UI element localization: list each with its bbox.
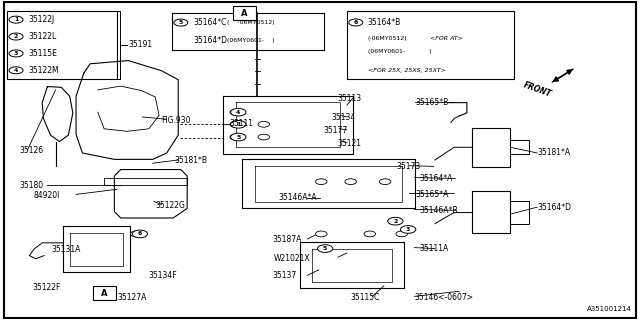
Text: 35122F: 35122F — [33, 283, 61, 292]
Text: 4: 4 — [236, 110, 241, 115]
Bar — [7, 11, 117, 79]
Text: 1: 1 — [236, 122, 241, 127]
Text: 3: 3 — [406, 227, 410, 232]
Text: 35146<-0607>: 35146<-0607> — [415, 293, 474, 302]
Text: 35122L: 35122L — [28, 32, 56, 41]
Text: 35181*A: 35181*A — [537, 148, 570, 157]
Text: <FOR AT>: <FOR AT> — [430, 36, 463, 41]
Text: 2: 2 — [393, 219, 397, 224]
Text: 35164*C: 35164*C — [193, 18, 227, 27]
Text: 6: 6 — [138, 231, 142, 236]
Text: 6: 6 — [353, 20, 358, 25]
Text: 35181*B: 35181*B — [174, 156, 207, 164]
Bar — [93, 286, 116, 300]
Text: 35164*D: 35164*D — [193, 36, 227, 45]
Text: 35121: 35121 — [338, 139, 362, 148]
Bar — [347, 11, 514, 79]
Circle shape — [9, 16, 23, 23]
Text: 35122J: 35122J — [28, 15, 54, 24]
Circle shape — [396, 231, 408, 237]
Text: A: A — [241, 9, 248, 18]
Text: 35126: 35126 — [20, 146, 44, 155]
Text: 35122M: 35122M — [28, 66, 59, 75]
Circle shape — [380, 179, 391, 185]
Text: 35111A: 35111A — [419, 244, 448, 253]
Circle shape — [345, 179, 356, 185]
Circle shape — [131, 231, 142, 237]
Text: 35146A*A: 35146A*A — [278, 193, 317, 202]
Circle shape — [9, 67, 23, 74]
Text: (    -06MY0512): ( -06MY0512) — [227, 20, 275, 25]
Text: 35164*B: 35164*B — [368, 18, 401, 27]
Text: 35122G: 35122G — [156, 201, 185, 210]
Circle shape — [230, 109, 241, 115]
Text: 35165*B: 35165*B — [416, 98, 449, 107]
Circle shape — [349, 19, 363, 26]
Text: 35180: 35180 — [20, 181, 44, 190]
Circle shape — [230, 134, 241, 140]
Circle shape — [173, 19, 188, 26]
Text: 35187A: 35187A — [272, 235, 301, 244]
Text: 35146A*B: 35146A*B — [419, 206, 458, 215]
Bar — [233, 6, 256, 20]
Text: 2: 2 — [14, 34, 18, 39]
Text: (06MY0601-            ): (06MY0601- ) — [368, 49, 431, 54]
Circle shape — [230, 122, 241, 127]
Text: 35134: 35134 — [332, 114, 356, 123]
Text: <FOR 25X, 25XS, 25XT>: <FOR 25X, 25XS, 25XT> — [368, 68, 446, 73]
Text: FIG.930: FIG.930 — [162, 116, 191, 125]
Circle shape — [230, 133, 246, 141]
Circle shape — [401, 226, 416, 233]
Circle shape — [317, 245, 333, 252]
Text: 4: 4 — [14, 68, 18, 73]
Circle shape — [316, 179, 327, 185]
Circle shape — [364, 231, 376, 237]
Circle shape — [258, 122, 269, 127]
Text: 3: 3 — [14, 51, 18, 56]
Circle shape — [132, 230, 148, 238]
Circle shape — [316, 231, 327, 237]
Text: 35111: 35111 — [229, 119, 253, 128]
Text: 35173: 35173 — [397, 162, 421, 171]
Text: (06MY0601-    ): (06MY0601- ) — [227, 38, 275, 44]
Text: 35137: 35137 — [272, 271, 296, 280]
Circle shape — [258, 134, 269, 140]
Bar — [172, 13, 324, 50]
Text: (-06MY0512): (-06MY0512) — [368, 36, 408, 41]
Text: 5: 5 — [179, 20, 183, 25]
Text: 35131A: 35131A — [52, 245, 81, 254]
Text: 35191: 35191 — [129, 41, 152, 50]
Text: 35164*A: 35164*A — [419, 174, 452, 183]
Text: W21021X: W21021X — [274, 254, 310, 263]
Text: 35115C: 35115C — [351, 293, 380, 302]
Text: 84920I: 84920I — [34, 191, 60, 200]
Text: 35164*D: 35164*D — [537, 203, 571, 212]
Text: A351001214: A351001214 — [587, 306, 632, 312]
Text: 35134F: 35134F — [149, 271, 177, 280]
Text: 35113: 35113 — [338, 94, 362, 103]
Circle shape — [230, 121, 246, 128]
Text: 35115E: 35115E — [28, 49, 57, 58]
Text: 35127A: 35127A — [117, 293, 147, 302]
Circle shape — [388, 217, 403, 225]
Circle shape — [9, 50, 23, 57]
Text: A: A — [101, 289, 108, 298]
Text: FRONT: FRONT — [522, 81, 552, 99]
Circle shape — [230, 108, 246, 116]
Text: 5: 5 — [236, 135, 241, 140]
Text: 35177: 35177 — [323, 126, 348, 135]
Text: 35165*A: 35165*A — [416, 190, 449, 199]
Circle shape — [9, 33, 23, 40]
Text: 1: 1 — [14, 17, 18, 22]
Text: 5: 5 — [323, 246, 327, 251]
